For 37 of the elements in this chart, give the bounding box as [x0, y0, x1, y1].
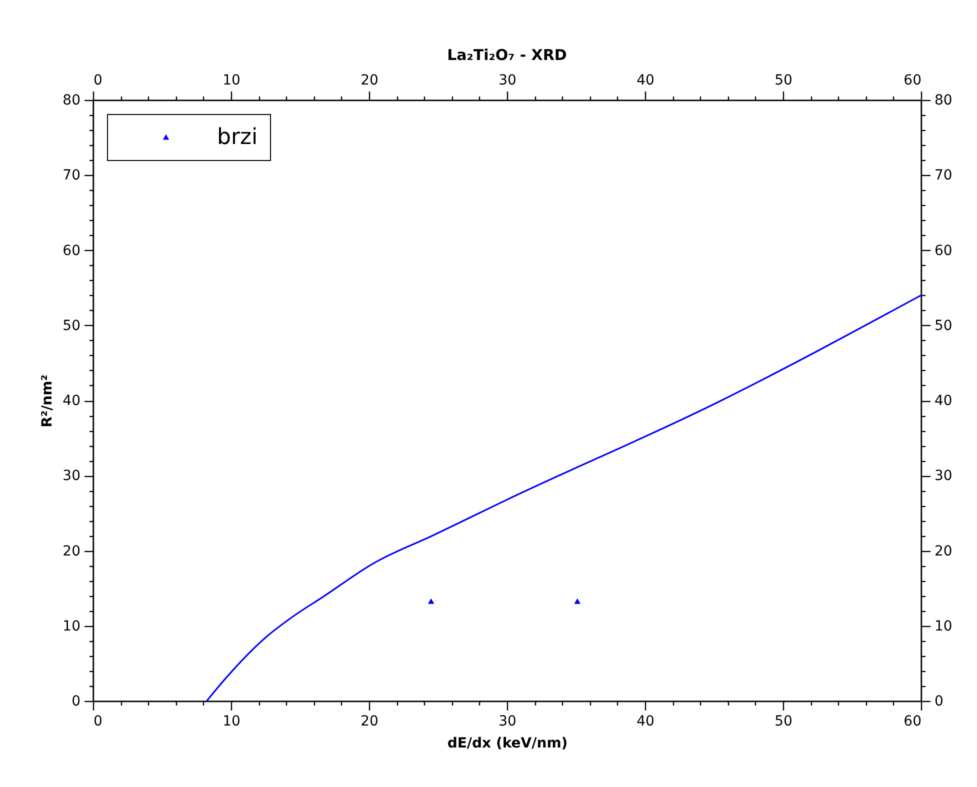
- x-tick-label: 60: [904, 714, 922, 730]
- y-tick-label: 0: [72, 694, 80, 710]
- y2-tick-label: 30: [934, 468, 952, 484]
- x-tick-label: 20: [360, 714, 378, 730]
- y-tick-label: 20: [62, 543, 80, 560]
- x2-tick-label: 10: [222, 72, 240, 88]
- y-tick-label: 40: [62, 393, 80, 409]
- y-tick-label: 50: [62, 318, 80, 334]
- y2-tick-label: 0: [934, 694, 944, 710]
- legend-label: brzi: [217, 125, 258, 150]
- x2-tick-label: 40: [636, 72, 654, 88]
- y-tick-label: 30: [62, 468, 80, 484]
- x2-tick-label: 30: [498, 72, 516, 88]
- y-tick-label: 70: [62, 168, 80, 184]
- x-tick-label: 10: [222, 714, 240, 730]
- x2-tick-label: 60: [904, 72, 922, 88]
- y-tick-label: 10: [62, 618, 80, 634]
- y2-tick-label: 20: [934, 543, 952, 560]
- chart-title: La₂Ti₂O₇ - XRD: [447, 46, 567, 64]
- y2-tick-label: 80: [934, 92, 952, 108]
- x2-tick-label: 20: [360, 72, 378, 88]
- y-axis-title: R²/nm²: [40, 374, 56, 428]
- x-tick-label: 30: [498, 714, 516, 730]
- y2-tick-label: 10: [934, 618, 952, 634]
- x-axis-title: dE/dx (keV/nm): [447, 736, 568, 752]
- y2-tick-label: 70: [934, 168, 952, 184]
- y-tick-label: 80: [62, 92, 80, 108]
- x-tick-label: 0: [94, 714, 102, 730]
- x-tick-label: 40: [636, 714, 654, 730]
- x2-tick-label: 0: [94, 72, 102, 88]
- line-series: [206, 294, 922, 702]
- y2-tick-label: 40: [934, 393, 952, 409]
- y2-tick-label: 50: [934, 318, 952, 334]
- x2-tick-label: 50: [774, 72, 792, 88]
- y-tick-label: 60: [62, 242, 80, 259]
- y2-tick-label: 60: [934, 242, 952, 259]
- x-tick-label: 50: [774, 714, 792, 730]
